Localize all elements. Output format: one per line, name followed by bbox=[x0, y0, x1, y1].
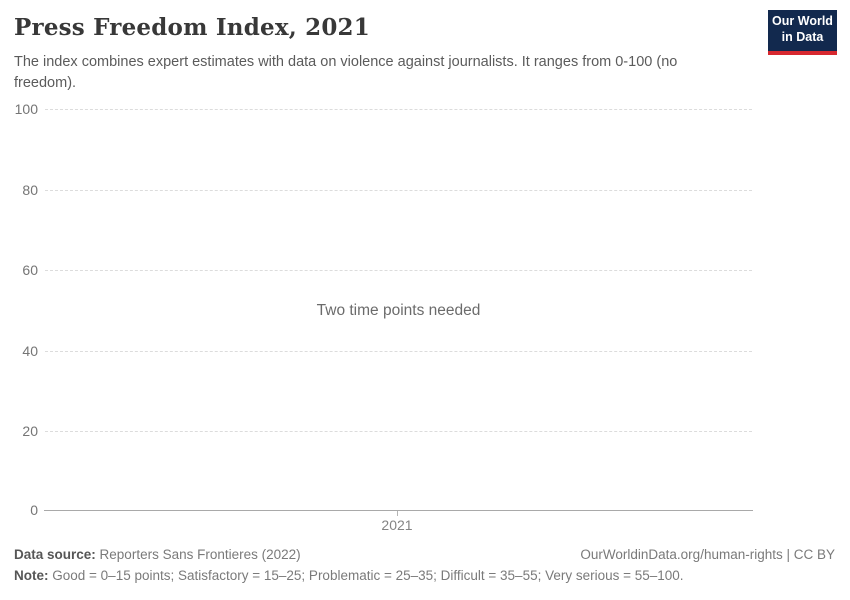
owid-logo-line1: Our World bbox=[772, 14, 833, 28]
empty-state-message: Two time points needed bbox=[316, 302, 481, 319]
chart-subtitle: The index combines expert estimates with… bbox=[14, 54, 678, 91]
owid-logo-line2: in Data bbox=[781, 30, 824, 44]
y-axis-tick-label: 40 bbox=[22, 343, 38, 359]
gridline-40 bbox=[45, 351, 752, 352]
data-source-line: Data source: Reporters Sans Frontieres (… bbox=[14, 547, 301, 562]
y-axis-tick-label: 20 bbox=[22, 423, 38, 439]
owid-logo[interactable]: Our World in Data bbox=[768, 10, 837, 55]
note-label: Note: bbox=[14, 568, 49, 583]
x-axis-tick-label: 2021 bbox=[381, 517, 413, 533]
y-axis-tick-label: 80 bbox=[22, 182, 38, 198]
gridline-20 bbox=[45, 431, 752, 432]
y-axis-tick-label: 100 bbox=[14, 101, 38, 117]
note-line: Note: Good = 0–15 points; Satisfactory =… bbox=[14, 568, 684, 583]
y-axis-tick-label: 0 bbox=[30, 502, 38, 518]
x-axis-line bbox=[44, 510, 753, 511]
note-value: Good = 0–15 points; Satisfactory = 15–25… bbox=[52, 568, 684, 583]
gridline-100 bbox=[45, 109, 752, 110]
attribution-link[interactable]: OurWorldinData.org/human-rights | CC BY bbox=[580, 547, 835, 562]
gridline-60 bbox=[45, 270, 752, 271]
data-source-value[interactable]: Reporters Sans Frontieres (2022) bbox=[99, 547, 301, 562]
y-axis-tick-label: 60 bbox=[22, 262, 38, 278]
page-title: Press Freedom Index, 2021 bbox=[14, 14, 370, 41]
gridline-80 bbox=[45, 190, 752, 191]
x-axis-tick bbox=[397, 511, 398, 516]
data-source-label: Data source: bbox=[14, 547, 96, 562]
